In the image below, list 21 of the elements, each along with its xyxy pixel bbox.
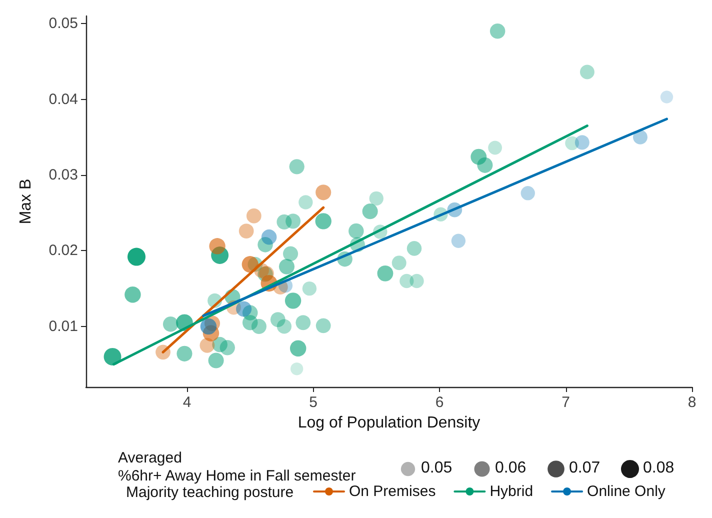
y-tick-label: 0.05 (48, 15, 78, 32)
y-tick-label: 0.02 (48, 242, 78, 260)
x-tick-label: 4 (182, 394, 192, 411)
legend-label: 0.07 (569, 460, 600, 476)
legend-label: 0.08 (643, 460, 674, 476)
x-tick-label: 5 (309, 394, 318, 411)
x-tick-label: 7 (562, 394, 570, 411)
x-tick-label: 8 (688, 394, 696, 411)
y-tick-label: 0.04 (48, 90, 78, 108)
legend-title: Majority teaching posture (126, 484, 294, 501)
y-tick-label: 0.01 (48, 318, 78, 335)
y-tick-label: 0.03 (48, 166, 78, 184)
legend-label: Hybrid (490, 483, 534, 500)
legend-label: On Premises (349, 483, 436, 500)
legend-label: 0.06 (495, 460, 526, 476)
legend-label: Online Only (587, 483, 666, 500)
y-axis-title: Max B (18, 178, 34, 224)
text: Averaged %6hr+ Away Home in Fall semester (118, 450, 356, 484)
legend-label: 0.05 (421, 460, 452, 476)
x-tick-label: 6 (435, 394, 444, 411)
x-axis-title: Log of Population Density (298, 414, 480, 432)
